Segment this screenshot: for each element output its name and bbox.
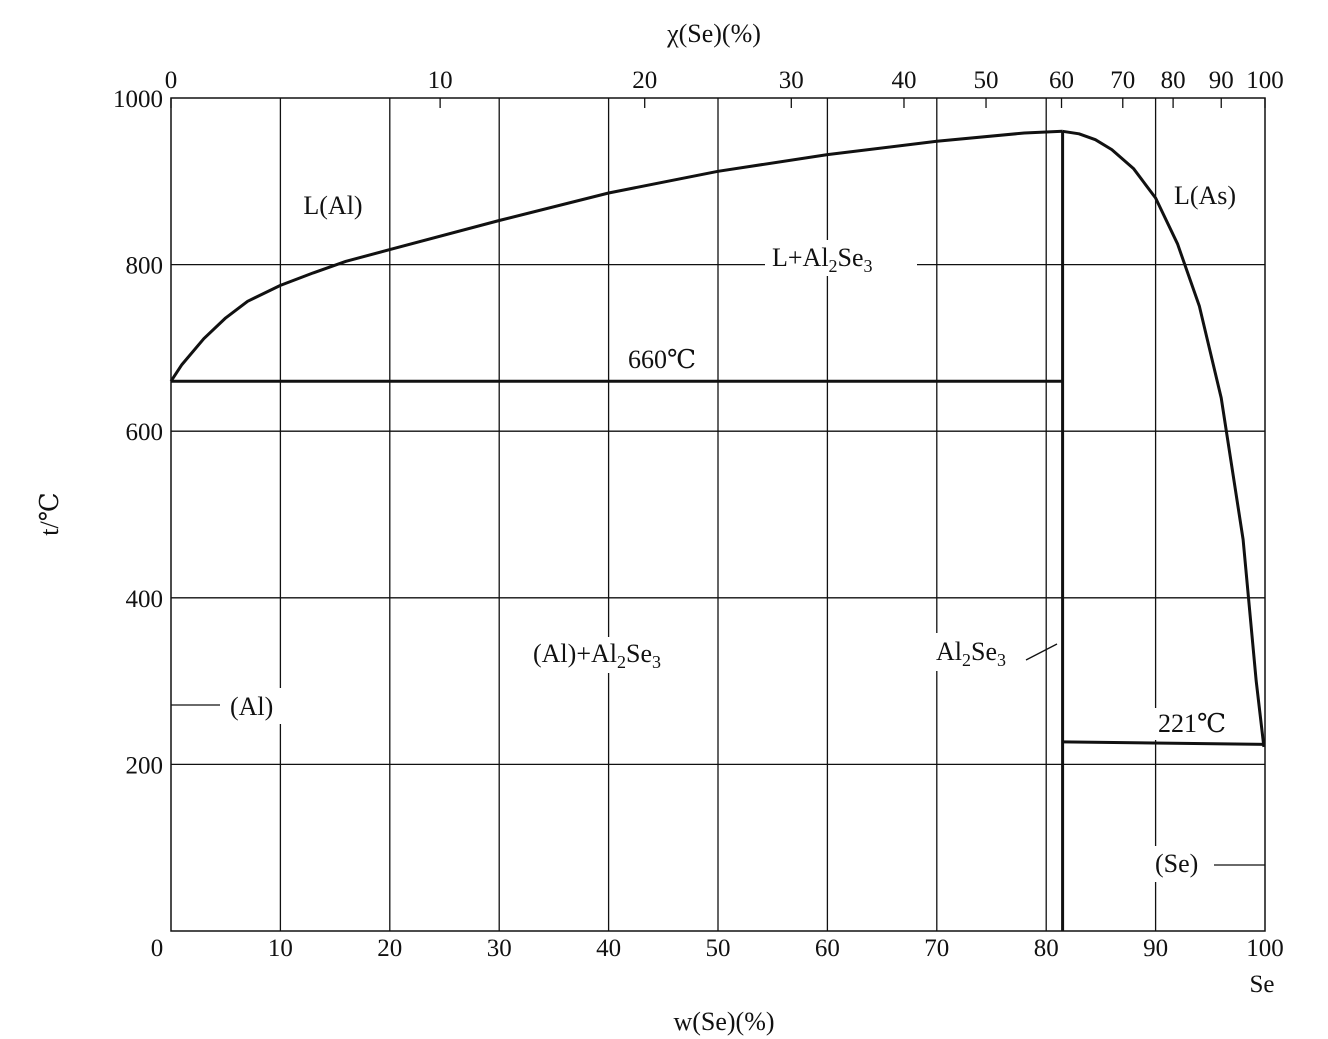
left-tick-label: 400 [126,586,164,613]
phase-boundaries [169,129,1266,931]
top-tick-label: 0 [165,67,178,94]
annotation-221: 221℃ [1158,709,1226,738]
bottom-tick-label: 90 [1143,935,1168,962]
bottom-tick-label: 50 [706,935,731,962]
bottom-tick-label: 80 [1034,935,1059,962]
top-tick-label: 40 [891,67,916,94]
bottom-tick-label: 10 [268,935,293,962]
label-compound: Al2Se3 [936,637,1006,670]
label-se-solid: (Se) [1155,849,1198,878]
top-tick-label: 80 [1161,67,1186,94]
left-tick-label: 200 [126,752,164,779]
bottom-axis-title: w(Se)(%) [673,1007,774,1036]
annotation-660: 660℃ [628,345,696,374]
label-mask [765,240,917,276]
bottom-tick-label: 40 [596,935,621,962]
grid-lines [171,98,1265,931]
left-tick-label: 800 [126,253,164,280]
label-mask [934,633,1028,671]
top-tick-label: 20 [632,67,657,94]
label-mask [530,637,696,673]
y-axis-title: t/℃ [35,492,64,536]
label-mask [1150,846,1214,882]
top-tick-label: 60 [1049,67,1074,94]
phase-boundary-line [1062,129,1266,748]
label-mask [226,688,288,724]
phase-boundary-line [1062,740,1266,746]
plot-frame [170,97,1266,932]
left-tick-label: 1000 [113,86,163,113]
label-l-plus-compound: L+Al2Se3 [772,243,873,276]
compound-leader [1025,643,1058,661]
label-al-solid: (Al) [230,692,273,721]
phase-boundary-line [169,129,1063,383]
bottom-tick-label: 70 [924,935,949,962]
top-tick-label: 100 [1246,67,1284,94]
top-tick-label: 90 [1209,67,1234,94]
bottom-tick-label: 60 [815,935,840,962]
label-mask [620,344,704,376]
top-axis-title: χ(Se)(%) [666,19,761,48]
top-tick-label: 10 [428,67,453,94]
label-l-as: L(As) [1174,181,1236,210]
label-mask [1150,708,1234,740]
bottom-end-label: Se [1250,971,1275,998]
bottom-tick-label: 30 [487,935,512,962]
left-tick-label: 600 [126,419,164,446]
top-tick-label: 70 [1110,67,1135,94]
top-tick-label: 50 [974,67,999,94]
top-tick-label: 30 [779,67,804,94]
bottom-tick-label: 20 [377,935,402,962]
label-al-plus-compound: (Al)+Al2Se3 [533,639,661,672]
bottom-tick-label: 0 [151,935,164,962]
bottom-tick-label: 100 [1246,935,1284,962]
label-l-al: L(Al) [303,191,362,220]
